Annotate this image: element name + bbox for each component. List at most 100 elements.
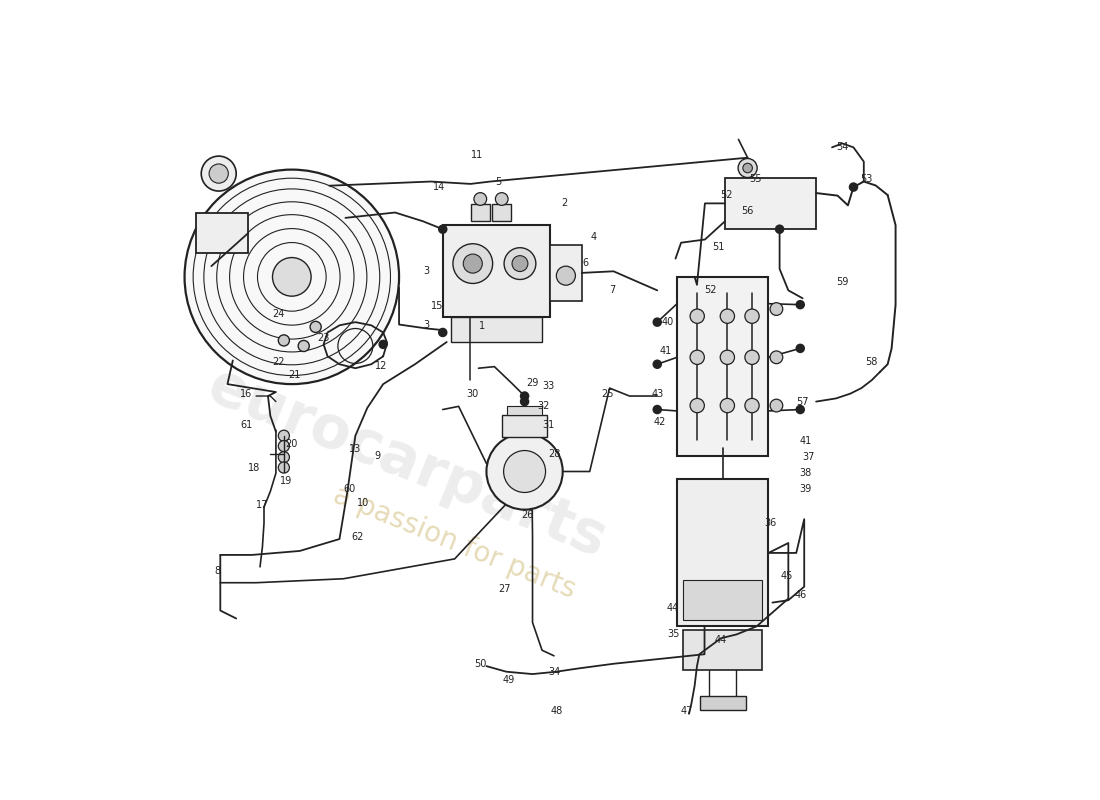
Circle shape: [520, 391, 529, 401]
Text: 22: 22: [272, 357, 285, 367]
Text: 52: 52: [720, 190, 733, 200]
Text: 46: 46: [794, 590, 806, 600]
Text: 48: 48: [550, 706, 562, 717]
Bar: [492, 204, 512, 222]
Circle shape: [278, 462, 289, 473]
Text: 24: 24: [272, 309, 285, 319]
Text: 39: 39: [800, 484, 812, 494]
Text: 5: 5: [495, 177, 502, 186]
Text: 26: 26: [521, 510, 534, 520]
Circle shape: [438, 225, 448, 234]
Bar: [197, 214, 249, 253]
Text: 17: 17: [256, 500, 268, 510]
Text: 41: 41: [659, 346, 671, 356]
Circle shape: [438, 328, 448, 338]
Text: 57: 57: [796, 397, 808, 406]
Circle shape: [720, 398, 735, 413]
Circle shape: [795, 343, 805, 353]
Text: 42: 42: [653, 418, 666, 427]
Text: 51: 51: [712, 242, 725, 253]
Text: 4: 4: [591, 232, 597, 242]
Text: 33: 33: [542, 381, 554, 390]
Text: 13: 13: [349, 444, 362, 454]
Text: eurocarparts: eurocarparts: [199, 358, 615, 570]
Text: 31: 31: [542, 421, 554, 430]
Text: 43: 43: [651, 389, 663, 398]
Text: 6: 6: [583, 258, 588, 268]
Bar: [683, 630, 762, 670]
Text: 12: 12: [375, 361, 388, 371]
Bar: [700, 695, 746, 710]
Circle shape: [745, 398, 759, 413]
Circle shape: [770, 351, 783, 364]
Circle shape: [209, 164, 229, 183]
Circle shape: [557, 266, 575, 286]
Text: 25: 25: [601, 389, 614, 398]
Text: 19: 19: [280, 476, 293, 486]
Circle shape: [774, 225, 784, 234]
Text: 35: 35: [667, 630, 680, 639]
Bar: [503, 415, 547, 438]
Text: 37: 37: [802, 452, 814, 462]
Text: 10: 10: [358, 498, 370, 508]
Text: 18: 18: [249, 462, 261, 473]
Circle shape: [690, 350, 704, 365]
Text: 61: 61: [241, 421, 253, 430]
Text: 58: 58: [866, 357, 878, 367]
Text: 20: 20: [286, 438, 298, 449]
Text: 60: 60: [343, 484, 356, 494]
Text: 62: 62: [352, 532, 364, 542]
Text: 45: 45: [781, 571, 793, 582]
Text: a passion for parts: a passion for parts: [329, 482, 580, 605]
Circle shape: [795, 300, 805, 310]
Circle shape: [486, 434, 563, 510]
Bar: [471, 204, 490, 222]
Circle shape: [738, 158, 757, 178]
Text: 54: 54: [836, 142, 848, 152]
Circle shape: [453, 244, 493, 283]
Text: 47: 47: [681, 706, 693, 717]
Bar: [683, 580, 762, 620]
Bar: [678, 277, 769, 456]
Bar: [451, 317, 542, 342]
Circle shape: [474, 193, 486, 206]
Text: 11: 11: [471, 150, 483, 160]
Circle shape: [795, 405, 805, 414]
Text: 9: 9: [374, 450, 381, 461]
Circle shape: [278, 430, 289, 442]
Circle shape: [378, 340, 388, 349]
Text: 15: 15: [431, 302, 443, 311]
Circle shape: [520, 397, 529, 406]
Circle shape: [278, 335, 289, 346]
Text: 40: 40: [661, 317, 673, 327]
Circle shape: [298, 341, 309, 351]
Text: 30: 30: [466, 389, 478, 398]
Bar: [507, 406, 542, 415]
Circle shape: [512, 256, 528, 271]
Text: 7: 7: [608, 286, 615, 295]
Text: 53: 53: [860, 174, 872, 184]
Text: 56: 56: [740, 206, 754, 216]
Text: 49: 49: [503, 674, 515, 685]
Text: 8: 8: [214, 566, 221, 576]
Text: 23: 23: [318, 333, 330, 343]
Bar: [678, 479, 769, 626]
Circle shape: [463, 254, 482, 273]
Circle shape: [504, 248, 536, 279]
Text: 59: 59: [836, 278, 848, 287]
Circle shape: [690, 309, 704, 323]
Circle shape: [278, 441, 289, 452]
Text: 3: 3: [424, 266, 430, 276]
Text: 14: 14: [432, 182, 444, 192]
Text: 34: 34: [548, 666, 560, 677]
Bar: [442, 226, 550, 317]
Circle shape: [652, 359, 662, 369]
Circle shape: [849, 182, 858, 192]
Text: 27: 27: [498, 584, 512, 594]
Circle shape: [770, 399, 783, 412]
Circle shape: [770, 302, 783, 315]
Text: 50: 50: [474, 658, 486, 669]
Circle shape: [720, 309, 735, 323]
Circle shape: [185, 170, 399, 384]
Circle shape: [504, 450, 546, 493]
